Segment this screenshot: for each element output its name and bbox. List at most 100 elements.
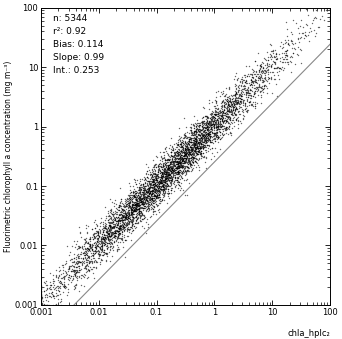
Point (260, 79, 265, 84)
Point (252, 99, 258, 104)
Point (143, 200, 148, 205)
Point (115, 224, 120, 230)
Point (152, 188, 158, 194)
Point (165, 166, 171, 171)
Point (137, 188, 143, 194)
Point (151, 193, 157, 198)
Point (77, 244, 83, 250)
Point (199, 133, 204, 138)
Point (147, 178, 153, 184)
Point (175, 155, 181, 161)
Point (239, 97, 244, 102)
Point (160, 173, 165, 179)
Point (240, 101, 245, 106)
Point (200, 114, 206, 120)
Point (244, 95, 249, 100)
Point (38, 302, 44, 308)
Point (155, 174, 161, 179)
Point (154, 183, 160, 189)
Point (152, 177, 157, 182)
Point (165, 164, 171, 170)
Point (206, 143, 212, 148)
Point (176, 137, 181, 143)
Point (239, 96, 245, 101)
Point (163, 159, 168, 165)
Point (82, 261, 87, 266)
Point (197, 132, 203, 138)
Point (134, 195, 139, 200)
Point (176, 158, 182, 164)
Point (188, 155, 194, 161)
Point (84, 260, 89, 265)
Point (248, 93, 253, 99)
Point (38, 292, 44, 297)
Point (159, 170, 165, 176)
Point (184, 151, 189, 157)
Point (183, 164, 188, 170)
Point (117, 231, 122, 236)
Point (228, 112, 234, 117)
Point (170, 167, 175, 173)
Point (116, 228, 122, 233)
Point (151, 178, 156, 184)
Point (205, 136, 210, 141)
Point (140, 201, 145, 207)
Point (114, 210, 120, 215)
Point (182, 139, 188, 145)
Point (170, 158, 175, 163)
Point (227, 98, 233, 103)
Point (156, 195, 161, 201)
Point (165, 174, 171, 180)
Point (157, 163, 162, 168)
Point (163, 186, 168, 192)
Point (134, 196, 140, 202)
Point (149, 197, 155, 202)
Point (114, 237, 119, 242)
Point (88, 256, 93, 261)
Point (114, 248, 119, 254)
Point (120, 239, 126, 244)
Point (120, 214, 126, 219)
Point (181, 145, 186, 151)
Point (139, 196, 144, 201)
Point (163, 160, 169, 166)
Point (203, 137, 208, 142)
Point (216, 110, 222, 115)
Point (134, 206, 140, 212)
Point (134, 201, 140, 206)
Point (169, 177, 174, 183)
Point (224, 105, 230, 111)
Point (203, 132, 208, 138)
Point (216, 89, 221, 94)
Point (95, 247, 101, 253)
Point (202, 124, 208, 129)
Point (209, 127, 215, 132)
Point (132, 205, 137, 211)
Point (62, 283, 68, 288)
Point (215, 109, 221, 115)
Point (154, 171, 159, 176)
Point (98, 243, 104, 248)
Point (191, 142, 197, 147)
Point (136, 186, 142, 192)
Point (110, 244, 115, 250)
Point (183, 148, 188, 153)
Point (170, 163, 175, 168)
Point (193, 131, 198, 137)
Point (217, 125, 222, 130)
Point (109, 224, 115, 230)
Point (178, 185, 183, 191)
Point (282, 59, 288, 64)
Point (212, 121, 218, 127)
Point (169, 163, 174, 168)
Point (148, 197, 153, 203)
Point (160, 178, 166, 183)
Point (112, 229, 117, 235)
Point (123, 213, 129, 218)
Point (241, 91, 247, 97)
Point (102, 239, 107, 244)
Point (74, 264, 80, 270)
Point (117, 223, 123, 228)
Point (229, 110, 235, 116)
Point (188, 130, 194, 136)
